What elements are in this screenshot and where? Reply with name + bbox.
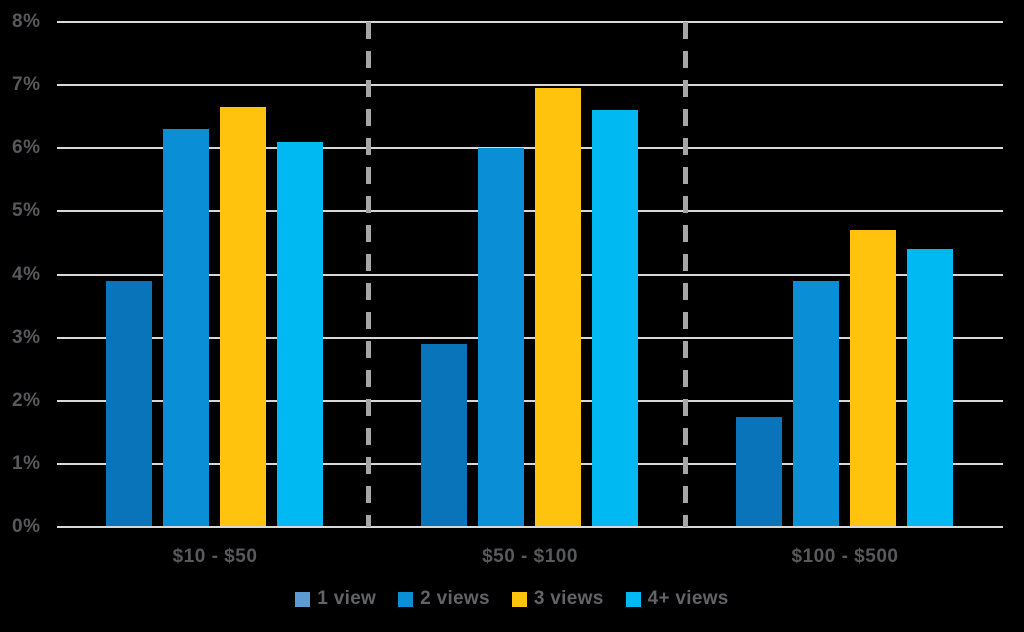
- x-category-label: $10 - $50: [172, 546, 258, 567]
- legend-label: 4+ views: [647, 588, 729, 609]
- gridline: [57, 399, 1003, 402]
- y-tick-label: 4%: [12, 263, 41, 285]
- gridline: [57, 21, 1003, 23]
- bar-1-view-1: [106, 280, 152, 526]
- gridline: [57, 84, 1003, 87]
- bar-3-views-3: [850, 230, 896, 526]
- legend-label: 2 views: [420, 588, 490, 609]
- bar-2-views-3: [793, 280, 839, 526]
- bar-2-views-1: [163, 129, 209, 526]
- legend-swatch-icon: [295, 591, 311, 607]
- gridline: [57, 147, 1003, 150]
- bar-2-views-2: [478, 148, 524, 526]
- legend-item-1-view: 1 view: [295, 588, 376, 610]
- bar-1-view-2: [421, 343, 467, 526]
- bar-3-views-1: [220, 107, 266, 526]
- y-tick-label: 1%: [12, 452, 41, 474]
- legend-item-3-views: 3 views: [511, 588, 604, 610]
- y-tick-label: 3%: [12, 326, 41, 348]
- y-tick-label: 8%: [12, 11, 41, 32]
- y-tick-label: 6%: [12, 137, 41, 159]
- gridline: [57, 336, 1003, 339]
- legend-item-2-views: 2 views: [398, 588, 490, 610]
- bar-4+-views-1: [277, 141, 323, 526]
- bar-4+-views-3: [907, 249, 953, 526]
- legend-label: 1 view: [317, 588, 377, 609]
- gridline: [57, 462, 1003, 465]
- bar-1-view-3: [736, 416, 782, 526]
- gridline: [57, 526, 1003, 528]
- x-category-label: $50 - $100: [482, 546, 578, 567]
- legend-swatch-icon: [511, 591, 527, 607]
- legend: 1 view 2 views 3 views 4+ views: [0, 586, 1024, 612]
- x-category-label: $100 - $500: [791, 546, 899, 567]
- dashed-separator: [366, 22, 371, 527]
- gridline: [57, 273, 1003, 276]
- y-tick-label: 5%: [12, 200, 41, 222]
- y-tick-label: 2%: [12, 389, 41, 411]
- dashed-separator: [683, 22, 688, 527]
- y-tick-label: 7%: [12, 74, 41, 96]
- legend-label: 3 views: [533, 588, 604, 609]
- legend-swatch-icon: [398, 591, 414, 607]
- legend-swatch-icon: [625, 591, 641, 607]
- legend-item-4+-views: 4+ views: [625, 588, 729, 610]
- y-tick-label: 0%: [12, 516, 41, 537]
- bar-3-views-2: [535, 88, 581, 526]
- gridline: [57, 210, 1003, 213]
- bar-4+-views-2: [592, 110, 638, 526]
